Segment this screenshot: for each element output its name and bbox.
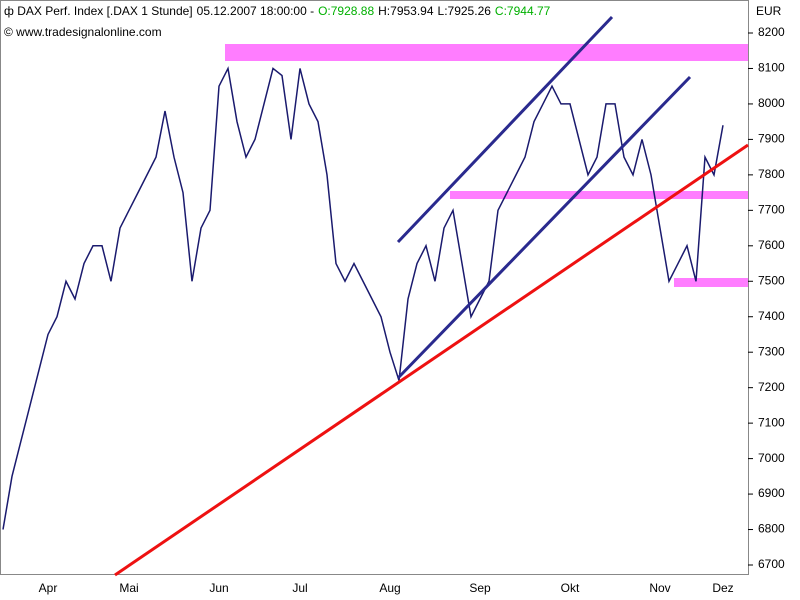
x-tick-label: Jul — [292, 581, 307, 595]
plot-area — [2, 66, 724, 530]
x-tick-label: Aug — [379, 581, 400, 595]
y-tick-label: 7300 — [758, 344, 785, 358]
x-tick-label: Apr — [39, 581, 58, 595]
x-tick-label: Nov — [649, 581, 670, 595]
resistance-zone — [450, 191, 748, 199]
support-zone — [674, 278, 748, 287]
y-tick-label: 8000 — [758, 96, 785, 110]
x-tick-label: Sep — [469, 581, 491, 595]
resistance-zone — [225, 44, 748, 61]
subtitle: © www.tradesignalonline.com — [4, 25, 162, 39]
y-axis-label: EUR — [756, 4, 782, 18]
x-tick-label: Mai — [119, 581, 138, 595]
trend-line — [114, 143, 749, 577]
y-tick-label: 7700 — [758, 203, 785, 217]
date-time: 05.12.2007 18:00:00 - — [197, 4, 314, 18]
channel-line — [396, 15, 614, 244]
y-tick-label: 6800 — [758, 522, 785, 536]
y-tick-label: 7100 — [758, 415, 785, 429]
channel-line — [396, 75, 692, 380]
ohlc: O:7928.88 H:7953.94 L:7925.26 C:7944.77 — [318, 4, 551, 18]
chart-header: ф DAX Perf. Index [.DAX 1 Stunde] 05.12.2… — [4, 4, 551, 18]
ohlc-value: L:7925.26 — [438, 4, 492, 18]
y-tick-label: 7400 — [758, 309, 785, 323]
x-tick-label: Okt — [561, 581, 580, 595]
y-tick-label: 8200 — [758, 25, 785, 39]
y-tick-label: 7600 — [758, 238, 785, 252]
y-tick-label: 7000 — [758, 451, 785, 465]
x-tick-label: Jun — [209, 581, 228, 595]
ohlc-value: H:7953.94 — [378, 4, 434, 18]
x-tick-label: Dez — [712, 581, 733, 595]
y-tick-label: 7900 — [758, 132, 785, 146]
plot-frame — [0, 0, 749, 575]
ohlc-value: O:7928.88 — [318, 4, 374, 18]
price-line — [2, 66, 724, 530]
y-tick-label: 7500 — [758, 273, 785, 287]
y-tick-label: 8100 — [758, 61, 785, 75]
ohlc-value: C:7944.77 — [495, 4, 551, 18]
y-tick-label: 7200 — [758, 380, 785, 394]
icon: ф — [4, 4, 17, 18]
y-tick-label: 7800 — [758, 167, 785, 181]
y-tick-label: 6900 — [758, 486, 785, 500]
y-tick-label: 6700 — [758, 557, 785, 571]
chart-title: DAX Perf. Index [.DAX 1 Stunde] — [17, 4, 192, 18]
